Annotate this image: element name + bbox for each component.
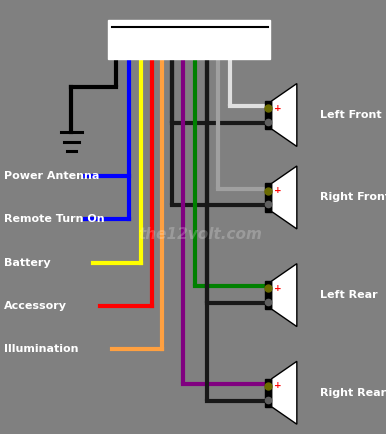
Bar: [265, 101, 272, 129]
Text: +: +: [274, 381, 282, 390]
Bar: [265, 378, 272, 407]
Text: the12volt.com: the12volt.com: [139, 227, 262, 242]
Text: Power Antenna: Power Antenna: [4, 171, 99, 181]
Text: Right Front: Right Front: [320, 192, 386, 203]
Bar: [265, 281, 272, 309]
Text: +: +: [274, 186, 282, 195]
Text: +: +: [274, 104, 282, 112]
Text: Accessory: Accessory: [4, 301, 67, 311]
Polygon shape: [272, 361, 297, 424]
Text: Left Front: Left Front: [320, 110, 382, 120]
Bar: [265, 183, 272, 211]
Polygon shape: [272, 263, 297, 327]
Bar: [108, 20, 270, 59]
Text: Left Rear: Left Rear: [320, 290, 378, 300]
Polygon shape: [272, 83, 297, 147]
Text: +: +: [274, 284, 282, 293]
Polygon shape: [272, 166, 297, 229]
Text: Right Rear: Right Rear: [320, 388, 386, 398]
Text: Remote Turn On: Remote Turn On: [4, 214, 105, 224]
Text: Illumination: Illumination: [4, 344, 78, 355]
Text: Battery: Battery: [4, 257, 51, 268]
